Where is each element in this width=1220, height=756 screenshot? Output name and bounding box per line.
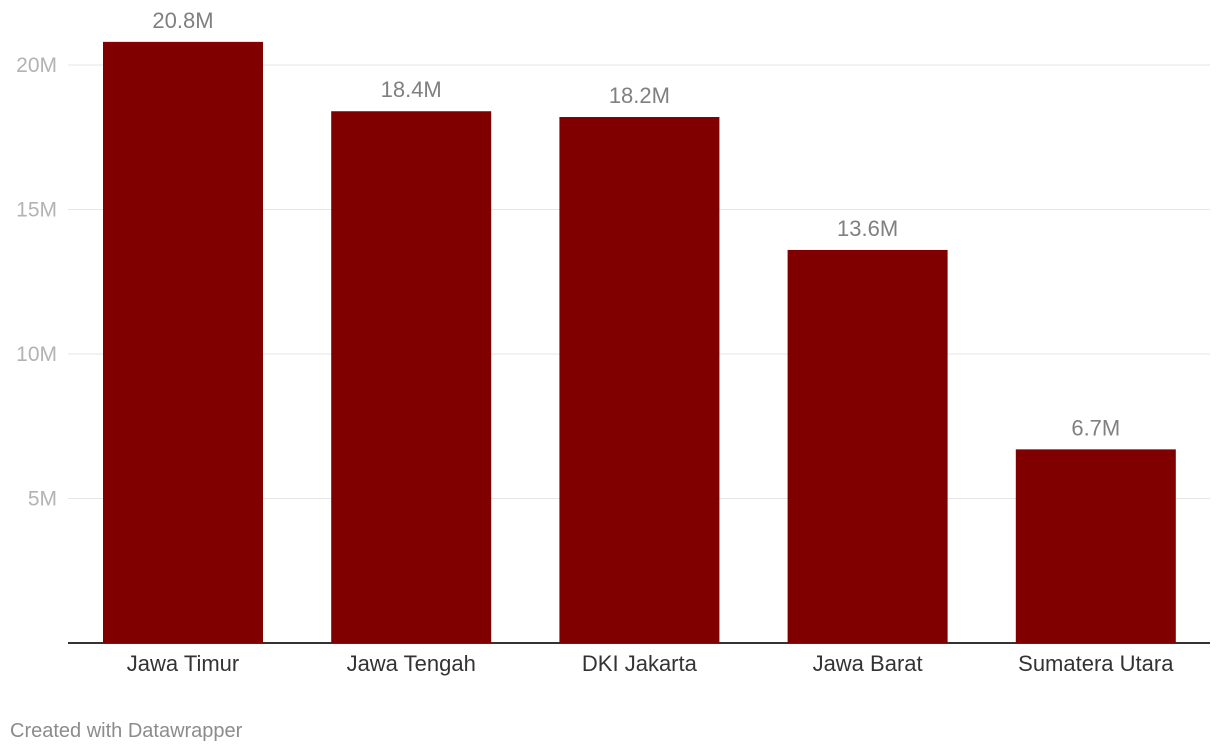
y-tick-label: 5M (28, 488, 57, 511)
value-label: 18.2M (609, 83, 670, 108)
bar (1015, 449, 1176, 643)
bar (103, 41, 263, 643)
value-label: 20.8M (152, 8, 213, 33)
credit-text: Created with Datawrapper (10, 720, 243, 742)
category-label: Jawa Tengah (347, 651, 476, 676)
value-label: 18.4M (381, 77, 442, 102)
y-tick-label: 15M (16, 199, 57, 222)
value-label: 13.6M (837, 216, 898, 241)
bar (331, 111, 492, 644)
bar (559, 117, 720, 643)
category-label: Sumatera Utara (1018, 651, 1174, 676)
bar (787, 249, 948, 643)
category-label: Jawa Barat (813, 651, 923, 676)
value-label: 6.7M (1071, 415, 1120, 440)
y-tick-label: 20M (16, 54, 57, 77)
bars (103, 41, 1176, 644)
category-label: DKI Jakarta (582, 651, 698, 676)
category-label: Jawa Timur (127, 651, 239, 676)
y-tick-label: 10M (16, 343, 57, 366)
labels: 5M 10M 15M 20M 20.8M Jawa Timur 18.4M Jawa Teng… (16, 8, 1174, 676)
